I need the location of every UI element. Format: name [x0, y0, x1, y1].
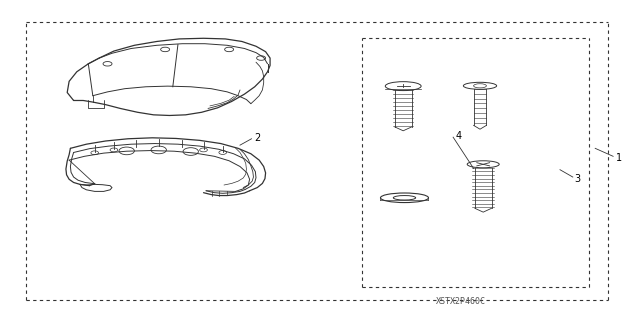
Text: 2: 2	[254, 133, 260, 143]
Text: 1: 1	[616, 153, 622, 163]
Text: XSTX2P460C: XSTX2P460C	[436, 297, 486, 306]
Text: 3: 3	[575, 174, 581, 184]
Text: 4: 4	[456, 131, 462, 141]
